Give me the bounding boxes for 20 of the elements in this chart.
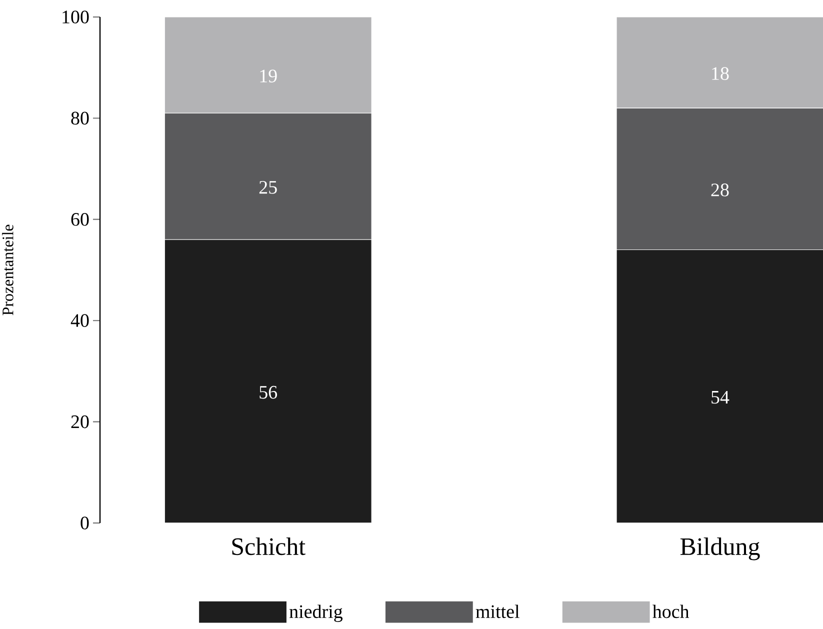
x-tick-label: Bildung <box>680 538 760 560</box>
y-tick-label: 100 <box>62 10 89 24</box>
y-tick-label: 40 <box>70 314 89 327</box>
legend-label: mittel <box>476 604 520 618</box>
bar <box>164 112 372 240</box>
bar <box>616 108 823 250</box>
data-label: 54 <box>712 390 730 404</box>
y-tick-label: 80 <box>71 112 89 125</box>
y-tick-label: 20 <box>71 415 89 428</box>
data-label: 19 <box>260 70 277 82</box>
y-axis-title: Prozentanteile <box>2 224 14 316</box>
legend-label: niedrig <box>289 604 343 622</box>
y-tick-label: 0 <box>80 516 89 530</box>
data-label: 28 <box>711 184 729 196</box>
x-tick-label: Schicht <box>232 538 306 556</box>
legend-label: hoch <box>652 604 690 618</box>
y-tick-label: 60 <box>71 212 89 226</box>
data-label: 25 <box>259 180 277 194</box>
data-label: 18 <box>712 67 729 80</box>
data-label: 56 <box>260 386 278 399</box>
